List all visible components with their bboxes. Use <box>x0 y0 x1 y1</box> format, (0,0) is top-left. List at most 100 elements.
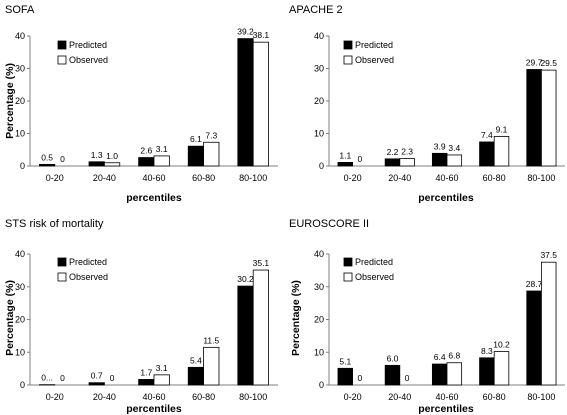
bar-observed-40-60 <box>446 154 463 167</box>
x-tick-label: 60-80 <box>192 173 215 183</box>
bar-observed-60-80 <box>493 136 510 167</box>
bar-predicted-40-60 <box>138 379 155 386</box>
data-label-predicted: 5.1 <box>339 356 351 366</box>
legend-label-predicted: Predicted <box>355 257 393 267</box>
x-tick-label: 80-100 <box>527 173 555 183</box>
data-label-predicted: 0.5 <box>41 152 53 162</box>
x-tick-label: 40-60 <box>142 392 165 402</box>
y-tick-label: 30 <box>15 64 25 74</box>
y-tick-label: 0 <box>319 380 324 390</box>
data-label-observed: 35.1 <box>253 258 270 268</box>
legend-label-observed: Observed <box>355 55 394 65</box>
chart-panel-4: EUROSCORE II 0 10 20 30 40 Percentage (%) 0-20 5… <box>289 218 565 415</box>
data-label-predicted: 28.7 <box>526 279 543 289</box>
data-label-observed: 2.3 <box>401 147 413 157</box>
bar-predicted-80-100 <box>237 285 254 386</box>
bar-observed-80-100 <box>252 269 269 386</box>
y-tick-label: 30 <box>314 64 324 74</box>
data-label-observed: 0 <box>358 373 363 383</box>
bar-observed-60-80 <box>203 346 220 386</box>
legend-swatch-observed <box>343 55 353 65</box>
bar-predicted-60-80 <box>479 357 495 386</box>
y-axis-label: Percentage (%) <box>4 280 16 356</box>
bar-predicted-40-60 <box>431 363 448 386</box>
bar-observed-20-40 <box>104 162 121 167</box>
x-tick-label: 20-40 <box>388 173 411 183</box>
bar-predicted-60-80 <box>187 145 204 167</box>
x-tick-label: 0-20 <box>46 173 64 183</box>
legend-label-observed: Observed <box>69 55 108 65</box>
bar-observed-40-60 <box>153 155 170 167</box>
data-label-observed: 9.1 <box>496 124 508 134</box>
y-tick-label: 0 <box>20 161 25 171</box>
data-label-observed: 3.1 <box>156 363 168 373</box>
chart-panel-2: APACHE 2 0 10 20 30 40 0-20 1.1 0 20-40 2.2 2.3 40-6… <box>289 4 565 204</box>
legend-label-observed: Observed <box>355 272 394 282</box>
data-label-predicted: 2.2 <box>387 147 399 157</box>
legend-label-predicted: Predicted <box>69 257 107 267</box>
legend-label-observed: Observed <box>69 272 108 282</box>
y-tick-label: 40 <box>314 249 324 259</box>
x-tick-label: 80-100 <box>527 392 555 402</box>
data-label-predicted: 0.7 <box>91 371 103 381</box>
bar-observed-80-100 <box>252 41 269 167</box>
data-label-predicted: 1.7 <box>140 367 152 377</box>
x-tick-label: 40-60 <box>435 173 458 183</box>
y-tick-label: 20 <box>314 315 324 325</box>
legend-swatch-observed <box>57 55 67 65</box>
y-axis-label: Percentage (%) <box>4 63 16 139</box>
y-tick-label: 10 <box>15 129 25 139</box>
bar-predicted-40-60 <box>431 152 448 167</box>
x-tick-label: 60-80 <box>483 173 506 183</box>
bar-predicted-80-100 <box>526 69 542 167</box>
legend-label-predicted: Predicted <box>355 40 393 50</box>
chart-panel-3: STS risk of mortality 0 10 20 30 40 Percentage… <box>4 218 278 415</box>
data-label-predicted: 6.4 <box>434 352 446 362</box>
bar-observed-40-60 <box>446 362 463 386</box>
data-label-predicted: 29.7 <box>526 57 543 67</box>
y-tick-label: 10 <box>314 129 324 139</box>
bar-predicted-60-80 <box>187 366 204 386</box>
legend-label-predicted: Predicted <box>69 40 107 50</box>
data-label-observed: 3.4 <box>448 143 460 153</box>
x-tick-label: 20-40 <box>93 392 116 402</box>
bar-predicted-20-40 <box>88 161 105 167</box>
bar-predicted-0-20 <box>337 367 353 386</box>
legend-swatch-predicted <box>57 40 67 50</box>
bar-observed-60-80 <box>203 141 220 167</box>
bar-observed-80-100 <box>541 261 557 386</box>
data-label-observed: 3.1 <box>156 144 168 154</box>
bar-predicted-20-40 <box>384 158 401 167</box>
y-tick-label: 20 <box>314 96 324 106</box>
bar-observed-80-100 <box>541 69 557 167</box>
data-label-observed: 0 <box>358 154 363 164</box>
x-tick-label: 80-100 <box>239 392 267 402</box>
bar-observed-20-40 <box>399 158 415 167</box>
x-tick-label: 0-20 <box>344 392 362 402</box>
x-tick-label: 20-40 <box>93 173 116 183</box>
data-label-predicted: 30.2 <box>237 274 254 284</box>
data-label-predicted: 1.3 <box>91 150 103 160</box>
x-tick-label: 40-60 <box>435 392 458 402</box>
data-label-predicted: 39.2 <box>237 27 254 37</box>
x-tick-label: 80-100 <box>239 173 267 183</box>
legend-swatch-predicted <box>343 40 353 50</box>
data-label-predicted: 2.6 <box>140 146 152 156</box>
data-label-predicted: 5.4 <box>190 355 202 365</box>
data-label-predicted: 1.1 <box>339 150 351 160</box>
x-tick-label: 60-80 <box>192 392 215 402</box>
x-tick-label: 40-60 <box>142 173 165 183</box>
x-tick-label: 20-40 <box>388 392 411 402</box>
y-tick-label: 0 <box>319 161 324 171</box>
data-label-predicted: 8.3 <box>481 346 493 356</box>
data-label-observed: 11.5 <box>203 335 219 345</box>
x-axis-label: percentiles <box>418 403 474 415</box>
y-tick-label: 10 <box>314 347 324 357</box>
y-tick-label: 10 <box>15 347 25 357</box>
y-tick-label: 40 <box>15 249 25 259</box>
data-label-observed: 29.5 <box>540 58 557 68</box>
chart-panel-1: SOFA 0 10 20 30 40 Percentage (%) 0-20 0.5 0 20-40… <box>4 4 278 204</box>
x-tick-label: 0-20 <box>46 392 64 402</box>
data-label-observed: 0 <box>60 373 65 383</box>
